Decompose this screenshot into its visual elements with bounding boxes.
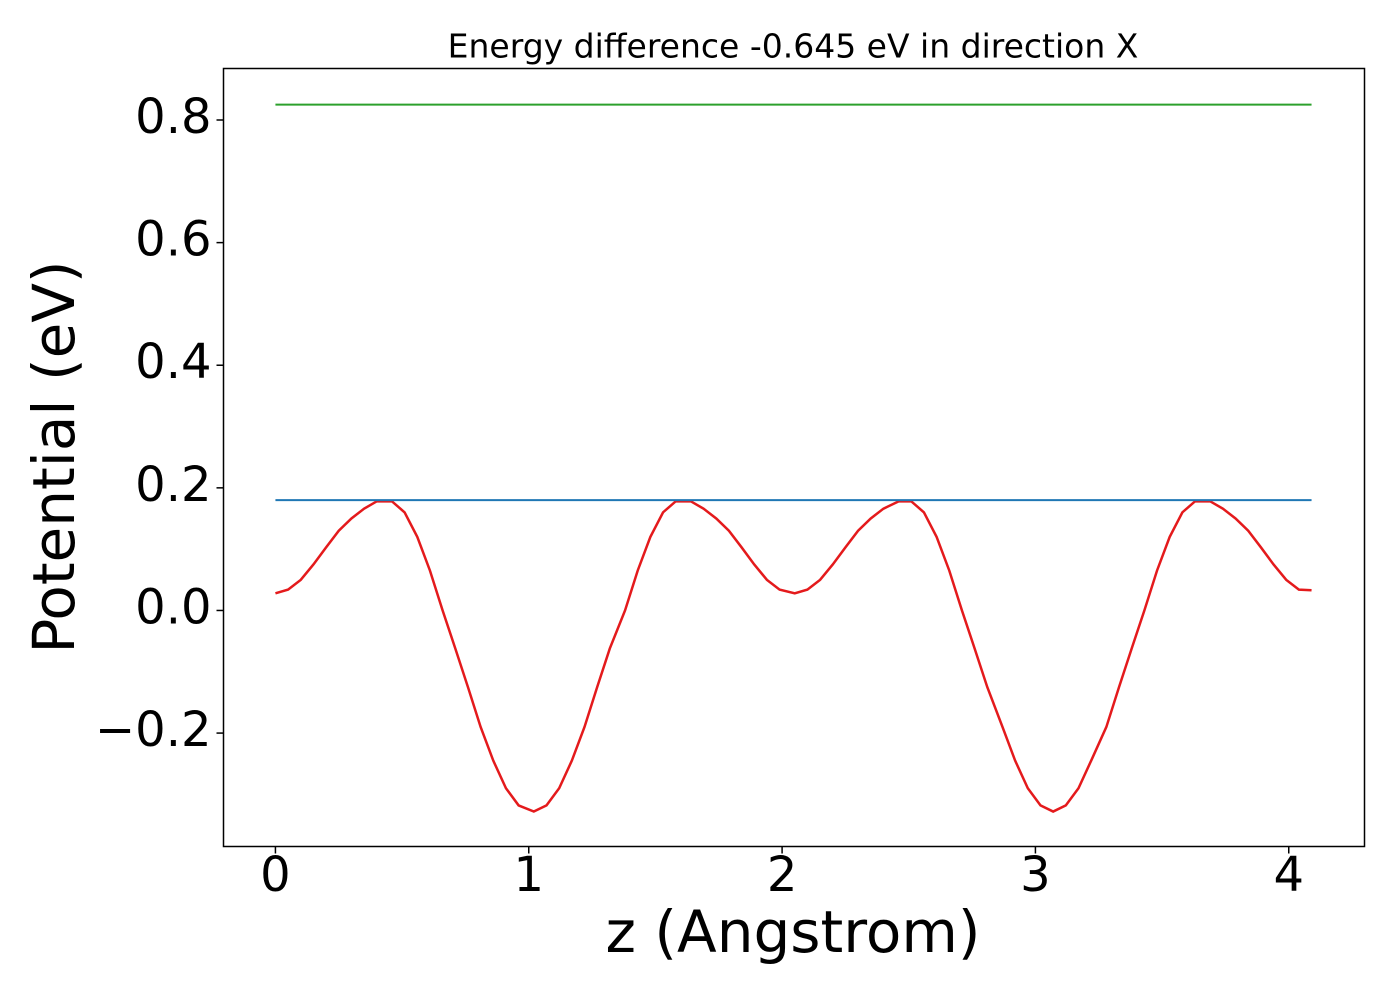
y-tick-label: 0.8 <box>135 89 211 145</box>
y-tick-label: 0.4 <box>135 334 211 390</box>
y-tick-label: 0.6 <box>135 212 211 268</box>
y-tick-label: 0.2 <box>135 457 211 513</box>
chart-title: Energy difference -0.645 eV in direction… <box>448 27 1139 66</box>
x-tick-label: 2 <box>767 847 798 903</box>
x-tick-label: 4 <box>1273 847 1304 903</box>
x-tick-label: 1 <box>513 847 544 903</box>
y-axis-label: Potential (eV) <box>20 260 88 653</box>
data-line <box>275 500 1312 813</box>
axes-frame <box>222 67 1366 848</box>
plot-area <box>275 103 1312 813</box>
x-tick-label: 3 <box>1020 847 1051 903</box>
y-tick-label: 0.0 <box>135 579 211 635</box>
x-tick-label: 0 <box>260 847 291 903</box>
y-tick-label: −0.2 <box>95 702 212 758</box>
x-axis-label: z (Angstrom) <box>606 898 981 966</box>
